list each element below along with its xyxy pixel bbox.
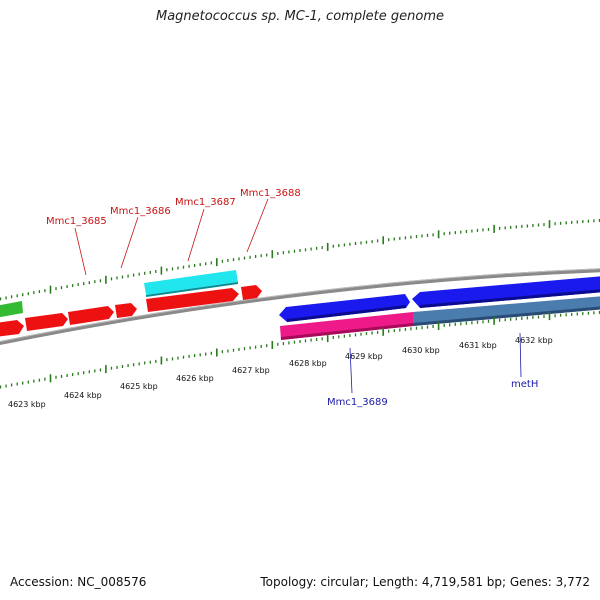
gene-green[interactable] xyxy=(0,301,23,318)
upper-tick-track xyxy=(0,218,600,301)
kbp-label: 4625 kbp xyxy=(120,382,158,391)
leader-mmc1-3689 xyxy=(349,347,353,394)
kbp-label: 4629 kbp xyxy=(345,352,383,361)
gene-label-leaders xyxy=(74,198,522,394)
genome-backbone-highlight xyxy=(0,268,600,343)
gene-red-5[interactable] xyxy=(146,288,239,312)
leader-mmc1-3686 xyxy=(120,216,139,269)
gene-label-mmc1-3686[interactable]: Mmc1_3686 xyxy=(110,206,171,217)
gene-pink-mmc1-3689[interactable] xyxy=(280,312,413,340)
kbp-label: 4630 kbp xyxy=(402,346,440,355)
gene-cyan-shadow xyxy=(146,282,238,297)
gene-pink-shade xyxy=(281,323,413,340)
gene-label-mmc1-3685[interactable]: Mmc1_3685 xyxy=(46,216,107,227)
accession-text: Accession: NC_008576 xyxy=(10,575,147,589)
leader-meth xyxy=(519,332,522,378)
gene-cyan-mmc1-3687[interactable] xyxy=(144,270,238,295)
gene-red-4[interactable] xyxy=(115,303,137,318)
kbp-label: 4632 kbp xyxy=(515,336,553,345)
kbp-label: 4623 kbp xyxy=(8,400,46,409)
gene-steel-shade xyxy=(413,306,600,326)
gene-red-1[interactable] xyxy=(0,320,24,337)
gene-red-2[interactable] xyxy=(25,313,68,331)
kbp-label: 4628 kbp xyxy=(289,359,327,368)
leader-mmc1-3687 xyxy=(187,208,205,262)
gene-blue-2-shade xyxy=(420,289,600,308)
leader-mmc1-3688 xyxy=(246,198,269,253)
gene-blue-1[interactable] xyxy=(279,294,410,322)
gene-blue-2[interactable] xyxy=(412,276,600,308)
map-title: Magnetococcus sp. MC-1, complete genome xyxy=(155,9,445,24)
reverse-genes-red xyxy=(0,285,262,337)
gene-red-6[interactable] xyxy=(241,285,262,300)
topology-summary: Topology: circular; Length: 4,719,581 bp… xyxy=(260,575,590,589)
right-genes xyxy=(279,276,600,340)
kbp-labels: 4623 kbp 4624 kbp 4625 kbp 4626 kbp 4627… xyxy=(8,336,553,409)
gene-labels: Mmc1_3685 Mmc1_3686 Mmc1_3687 Mmc1_3688 … xyxy=(46,188,538,408)
forward-genes xyxy=(0,270,238,318)
gene-label-mmc1-3689[interactable]: Mmc1_3689 xyxy=(327,397,388,408)
genome-backbone xyxy=(0,268,600,346)
gene-red-3[interactable] xyxy=(68,306,114,325)
gene-blue-1-shade xyxy=(287,305,406,322)
gene-label-mmc1-3687[interactable]: Mmc1_3687 xyxy=(175,197,236,208)
kbp-label: 4626 kbp xyxy=(176,374,214,383)
gene-label-mmc1-3688[interactable]: Mmc1_3688 xyxy=(240,188,301,199)
lower-tick-track xyxy=(0,310,600,389)
kbp-label: 4627 kbp xyxy=(232,366,270,375)
gene-steel-meth[interactable] xyxy=(413,296,600,326)
gene-label-meth[interactable]: metH xyxy=(511,379,538,390)
kbp-label: 4624 kbp xyxy=(64,391,102,400)
kbp-label: 4631 kbp xyxy=(459,341,497,350)
leader-mmc1-3685 xyxy=(74,227,87,276)
